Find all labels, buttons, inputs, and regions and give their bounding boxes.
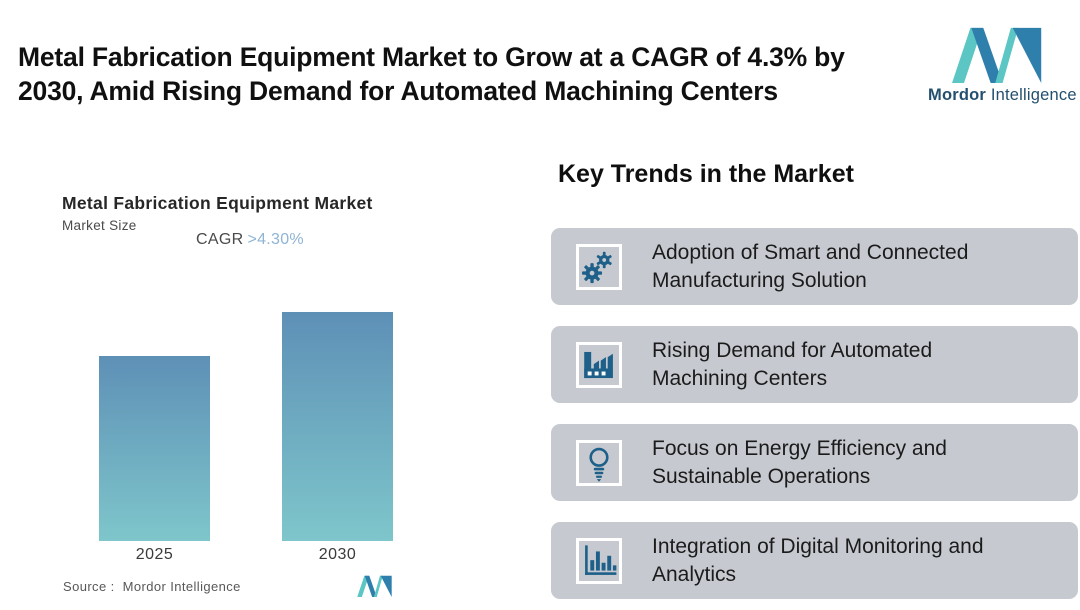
trend-card-text-line: Focus on Energy Efficiency and <box>652 436 947 460</box>
trend-card-energy-efficiency: Focus on Energy Efficiency and Sustainab… <box>551 424 1078 501</box>
x-axis-label-2030: 2030 <box>318 546 357 563</box>
trend-card-text: Adoption of Smart and Connected Manufact… <box>652 239 968 295</box>
trend-card-text-line: Manufacturing Solution <box>652 268 867 292</box>
trend-card-text-line: Machining Centers <box>652 366 828 390</box>
trend-card-text: Integration of Digital Monitoring and An… <box>652 533 984 589</box>
trend-card-automated-machining: Rising Demand for Automated Machining Ce… <box>551 326 1078 403</box>
factory-icon <box>576 341 622 388</box>
mordor-logo-small-icon <box>357 575 392 597</box>
trend-card-text-line: Integration of Digital Monitoring and <box>652 534 984 558</box>
trend-card-text-line: Analytics <box>652 562 737 586</box>
page-title: Metal Fabrication Equipment Market to Gr… <box>18 40 845 108</box>
trend-card-text-line: Rising Demand for Automated <box>652 338 933 362</box>
trend-card-text: Focus on Energy Efficiency and Sustainab… <box>652 435 947 491</box>
brand-name-bold: Mordor <box>928 86 987 104</box>
lightbulb-icon <box>576 439 622 486</box>
chart-title: Metal Fabrication Equipment Market <box>62 193 373 213</box>
bar-2030 <box>282 312 393 541</box>
mordor-logo-icon <box>952 27 1042 83</box>
mordor-intelligence-logo: Mordor Intelligence <box>928 26 1077 105</box>
chart-subtitle: Market Size <box>62 218 137 233</box>
page-title-line-1: Metal Fabrication Equipment Market to Gr… <box>18 42 845 72</box>
page-title-line-2: 2030, Amid Rising Demand for Automated M… <box>18 76 778 106</box>
cagr-annotation: CAGR >4.30% <box>196 231 304 249</box>
gears-icon <box>576 243 622 290</box>
cagr-label: CAGR <box>196 231 244 248</box>
trend-card-smart-manufacturing: Adoption of Smart and Connected Manufact… <box>551 228 1078 305</box>
bar-chart-icon <box>576 537 622 584</box>
trend-card-text: Rising Demand for Automated Machining Ce… <box>652 337 932 393</box>
trend-card-list: Adoption of Smart and Connected Manufact… <box>551 228 1078 599</box>
brand-name: Mordor Intelligence <box>928 86 1077 105</box>
trend-card-text-line: Sustainable Operations <box>652 464 871 488</box>
bar-2025 <box>99 356 210 541</box>
cagr-value: >4.30% <box>247 231 304 248</box>
trends-heading: Key Trends in the Market <box>558 160 854 188</box>
x-axis-label-2025: 2025 <box>135 546 174 563</box>
source-note: Source : Mordor Intelligence <box>63 579 241 594</box>
trend-card-text-line: Adoption of Smart and Connected <box>652 240 969 264</box>
brand-name-regular: Intelligence <box>986 86 1077 104</box>
trend-card-digital-monitoring: Integration of Digital Monitoring and An… <box>551 522 1078 599</box>
